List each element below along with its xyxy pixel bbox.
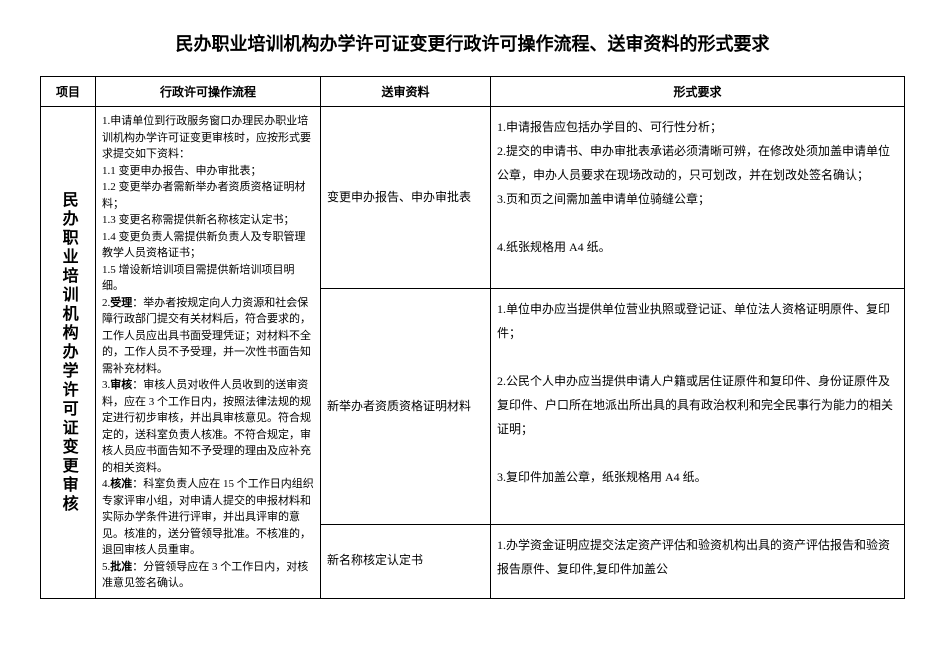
header-process: 行政许可操作流程	[96, 77, 321, 107]
process-4a: 4.	[102, 478, 110, 490]
project-label: 民办职业培训机构办学许可证变更审核	[41, 107, 96, 599]
process-cell: 1.申请单位到行政服务窗口办理民办职业培训机构办学许可证变更审核时，应按形式要求…	[96, 107, 321, 599]
header-row: 项目 行政许可操作流程 送审资料 形式要求	[41, 77, 905, 107]
main-table: 项目 行政许可操作流程 送审资料 形式要求 民办职业培训机构办学许可证变更审核 …	[40, 76, 905, 599]
format-r2: 1.单位申办应当提供单位营业执照或登记证、单位法人资格证明原件、复印件； 2.公…	[491, 288, 905, 524]
format-r3-1: 1.办学资金证明应提交法定资产评估和验资机构出具的资产评估报告和验资报告原件、复…	[497, 538, 890, 576]
process-1: 1.申请单位到行政服务窗口办理民办职业培训机构办学许可证变更审核时，应按形式要求…	[102, 115, 311, 160]
process-2c: ：举办者按规定向人力资源和社会保障行政部门提交有关材料后，符合要求的，工作人员应…	[102, 297, 311, 375]
format-r3: 1.办学资金证明应提交法定资产评估和验资机构出具的资产评估报告和验资报告原件、复…	[491, 525, 905, 598]
process-2a: 2.	[102, 297, 110, 309]
material-r1: 变更申办报告、申办审批表	[321, 107, 491, 289]
page-title: 民办职业培训机构办学许可证变更行政许可操作流程、送审资料的形式要求	[40, 30, 905, 56]
header-project: 项目	[41, 77, 96, 107]
process-4b: 核准	[110, 478, 132, 490]
process-3b: 审核	[110, 379, 132, 391]
format-r1-1: 1.申请报告应包括办学目的、可行性分析；	[497, 120, 722, 134]
process-1-2: 1.2 变更举办者需新举办者资质资格证明材料；	[102, 181, 306, 210]
process-1-4: 1.4 变更负责人需提供新负责人及专职管理教学人员资格证书；	[102, 231, 306, 260]
process-1-3: 1.3 变更名称需提供新名称核定认定书；	[102, 214, 295, 226]
format-r1-3: 3.页和页之间需加盖申请单位骑缝公章；	[497, 192, 710, 206]
format-r2-3: 3.复印件加盖公章，纸张规格用 A4 纸。	[497, 470, 707, 484]
header-format: 形式要求	[491, 77, 905, 107]
process-4c: ：科室负责人应在 15 个工作日内组织专家评审小组，对申请人提交的申报材料和实际…	[102, 478, 314, 556]
format-r1: 1.申请报告应包括办学目的、可行性分析； 2.提交的申请书、申办审批表承诺必须清…	[491, 107, 905, 289]
process-5a: 5.	[102, 561, 110, 573]
table-row: 民办职业培训机构办学许可证变更审核 1.申请单位到行政服务窗口办理民办职业培训机…	[41, 107, 905, 289]
process-5c: ：分管领导应在 3 个工作日内，对核准意见签名确认。	[102, 561, 308, 590]
format-r1-4: 4.纸张规格用 A4 纸。	[497, 240, 611, 254]
header-material: 送审资料	[321, 77, 491, 107]
format-r2-1: 1.单位申办应当提供单位营业执照或登记证、单位法人资格证明原件、复印件；	[497, 302, 890, 340]
process-3a: 3.	[102, 379, 110, 391]
process-1-1: 1.1 变更申办报告、申办审批表；	[102, 165, 262, 177]
material-r3: 新名称核定认定书	[321, 525, 491, 598]
process-1-5: 1.5 增设新培训项目需提供新培训项目明细。	[102, 264, 295, 293]
format-r1-2: 2.提交的申请书、申办审批表承诺必须清晰可辨，在修改处须加盖申请单位公章，申办人…	[497, 144, 890, 182]
process-3c: ：审核人员对收件人员收到的送审资料，应在 3 个工作日内，按照法律法规的规定进行…	[102, 379, 311, 474]
format-r2-2: 2.公民个人申办应当提供申请人户籍或居住证原件和复印件、身份证原件及复印件、户口…	[497, 374, 893, 436]
process-2b: 受理	[110, 297, 132, 309]
material-r2: 新举办者资质资格证明材料	[321, 288, 491, 524]
process-5b: 批准	[110, 561, 132, 573]
